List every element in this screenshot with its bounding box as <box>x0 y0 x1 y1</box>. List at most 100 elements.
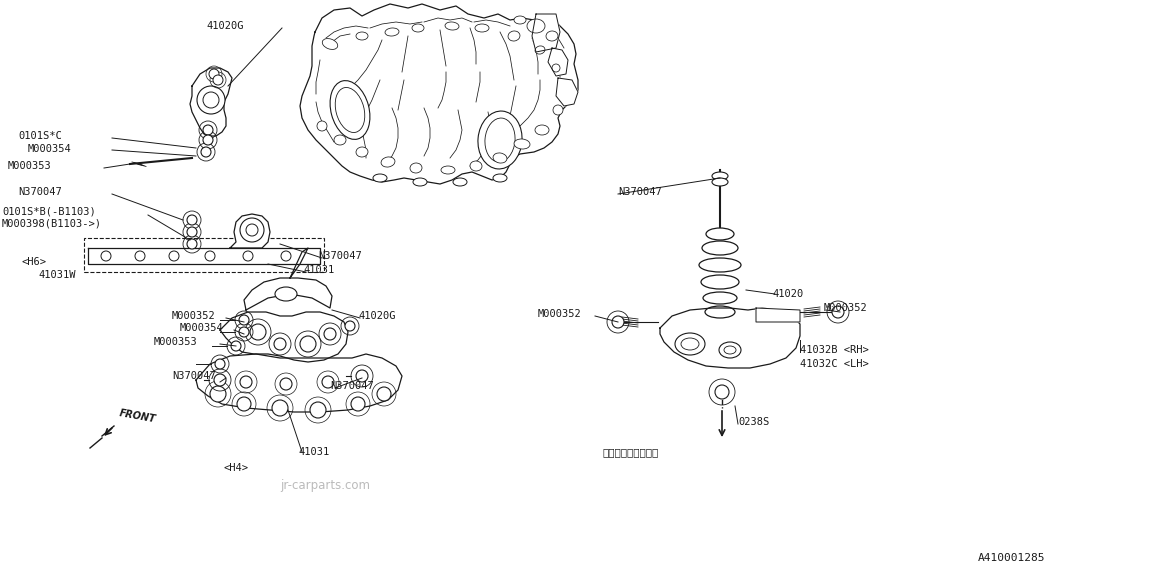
Text: 41020: 41020 <box>773 289 804 299</box>
Text: フレードルフレーム: フレードルフレーム <box>602 447 658 457</box>
Circle shape <box>356 370 368 382</box>
Ellipse shape <box>323 39 338 50</box>
Circle shape <box>310 402 326 418</box>
Ellipse shape <box>475 24 489 32</box>
Circle shape <box>239 327 249 337</box>
Text: 0101S*B(-B1103): 0101S*B(-B1103) <box>2 207 96 217</box>
Ellipse shape <box>380 157 395 167</box>
Circle shape <box>832 306 844 318</box>
Circle shape <box>214 359 225 369</box>
Circle shape <box>201 147 211 157</box>
Text: 41031: 41031 <box>297 447 330 457</box>
Ellipse shape <box>470 161 482 171</box>
Text: <H4>: <H4> <box>224 463 249 473</box>
Ellipse shape <box>701 275 739 289</box>
Text: jr-carparts.com: jr-carparts.com <box>280 479 370 492</box>
Circle shape <box>238 397 251 411</box>
Text: A410001285: A410001285 <box>978 553 1046 563</box>
Ellipse shape <box>552 64 560 72</box>
Polygon shape <box>88 248 321 264</box>
Ellipse shape <box>553 105 563 115</box>
Circle shape <box>214 374 226 386</box>
Text: M000353: M000353 <box>8 161 52 171</box>
Polygon shape <box>244 278 332 310</box>
Circle shape <box>197 86 225 114</box>
Ellipse shape <box>527 19 545 33</box>
Text: 41032B <RH>: 41032B <RH> <box>800 345 868 355</box>
Text: M000352: M000352 <box>824 303 868 313</box>
Ellipse shape <box>334 135 346 145</box>
Ellipse shape <box>478 111 522 169</box>
Ellipse shape <box>356 147 368 157</box>
Text: 41031W: 41031W <box>38 270 75 280</box>
Ellipse shape <box>535 46 545 54</box>
Ellipse shape <box>713 172 728 180</box>
Text: N370047: N370047 <box>330 381 374 391</box>
Circle shape <box>240 376 253 388</box>
Ellipse shape <box>675 333 704 355</box>
Circle shape <box>280 378 292 390</box>
Text: M000352: M000352 <box>538 309 582 319</box>
Ellipse shape <box>719 342 741 358</box>
Ellipse shape <box>713 178 728 186</box>
Ellipse shape <box>535 125 549 135</box>
Circle shape <box>209 69 219 79</box>
Ellipse shape <box>547 31 558 41</box>
Text: <H6>: <H6> <box>22 257 47 267</box>
Circle shape <box>351 397 366 411</box>
Circle shape <box>324 328 336 340</box>
Ellipse shape <box>703 292 737 304</box>
Polygon shape <box>660 308 800 368</box>
Text: M000354: M000354 <box>180 323 224 333</box>
Circle shape <box>187 227 197 237</box>
Circle shape <box>187 215 197 225</box>
Ellipse shape <box>493 153 507 163</box>
Text: M000354: M000354 <box>28 144 71 154</box>
Text: 41031: 41031 <box>303 265 334 275</box>
Circle shape <box>239 315 249 325</box>
Text: N370047: N370047 <box>18 187 62 197</box>
Text: 41020G: 41020G <box>357 311 395 321</box>
Circle shape <box>377 387 391 401</box>
Circle shape <box>203 135 213 145</box>
Text: 41020G: 41020G <box>206 21 243 31</box>
Ellipse shape <box>699 258 741 272</box>
Ellipse shape <box>493 174 507 182</box>
Circle shape <box>250 324 266 340</box>
Circle shape <box>300 336 316 352</box>
Polygon shape <box>291 248 308 278</box>
Ellipse shape <box>704 306 734 318</box>
Circle shape <box>213 75 223 85</box>
Text: M000353: M000353 <box>155 337 198 347</box>
Ellipse shape <box>374 174 387 182</box>
Ellipse shape <box>514 16 526 24</box>
Ellipse shape <box>702 241 738 255</box>
Circle shape <box>715 385 729 399</box>
Text: M000398(B1103->): M000398(B1103->) <box>2 219 101 229</box>
Circle shape <box>322 376 334 388</box>
Circle shape <box>345 321 355 331</box>
Ellipse shape <box>706 228 734 240</box>
Circle shape <box>231 341 241 351</box>
Polygon shape <box>532 14 560 52</box>
Ellipse shape <box>514 139 530 149</box>
Polygon shape <box>190 68 232 136</box>
Ellipse shape <box>508 31 520 41</box>
Bar <box>84 238 324 272</box>
Text: 0101S*C: 0101S*C <box>18 131 62 141</box>
Polygon shape <box>756 308 800 322</box>
Circle shape <box>612 316 624 328</box>
Circle shape <box>203 125 213 135</box>
Text: 0238S: 0238S <box>738 417 769 427</box>
Ellipse shape <box>440 166 455 174</box>
Ellipse shape <box>445 22 459 30</box>
Text: N370047: N370047 <box>618 187 662 197</box>
Text: 41032C <LH>: 41032C <LH> <box>800 359 868 369</box>
Ellipse shape <box>276 287 297 301</box>
Text: N370047: N370047 <box>172 371 216 381</box>
Text: N370047: N370047 <box>318 251 362 261</box>
Circle shape <box>272 400 288 416</box>
Ellipse shape <box>413 178 427 186</box>
Circle shape <box>274 338 286 350</box>
Circle shape <box>240 218 264 242</box>
